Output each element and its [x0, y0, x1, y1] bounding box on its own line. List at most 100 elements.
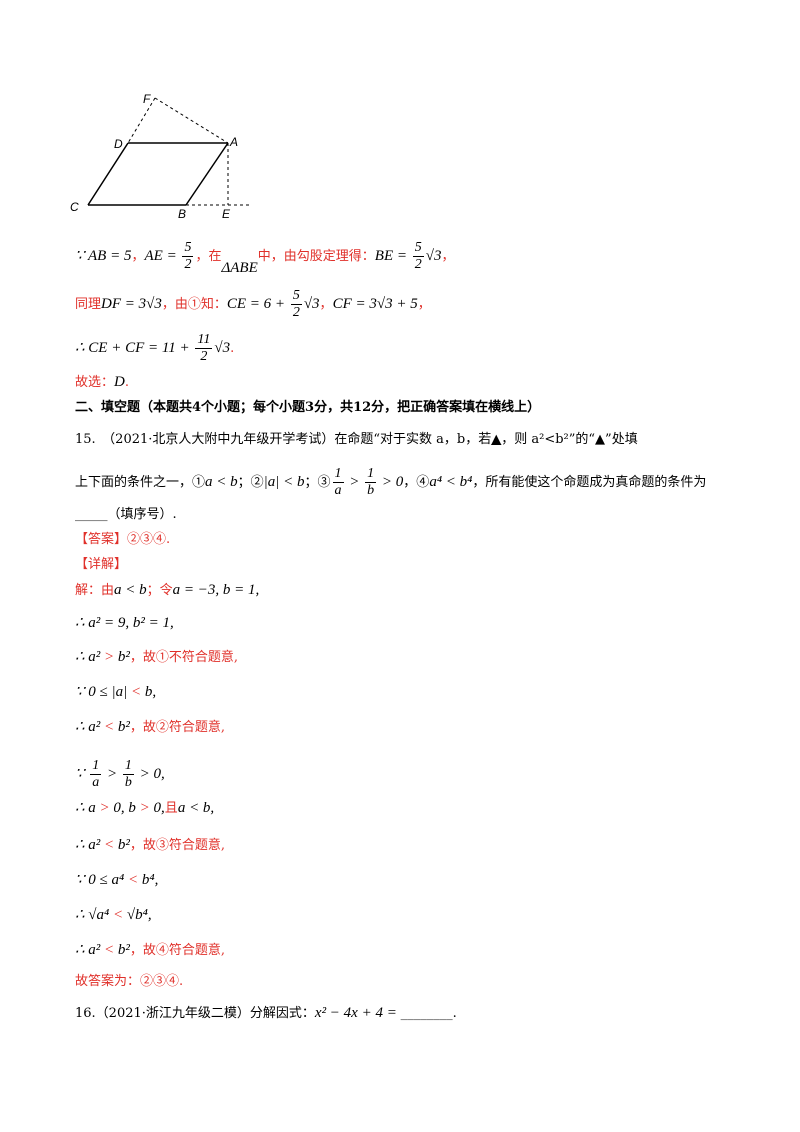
text: ，故②符合题意,: [129, 720, 226, 735]
text: √b⁴,: [126, 907, 152, 923]
answer: 【答案】②③④.: [75, 530, 170, 550]
text: ，在: [195, 249, 222, 264]
text: 上下面的条件之一，①: [75, 475, 206, 490]
text: ∵ 0 ≤ |a|: [75, 684, 128, 700]
text: b²: [117, 942, 130, 958]
text: x² − 4x + 4 =: [314, 1005, 401, 1021]
text: ∴ a²: [75, 837, 101, 853]
text: √3: [425, 248, 442, 264]
line: ∵ 0 ≤ a⁴ < b⁴,: [75, 870, 158, 891]
line: ∴ a² > b²，故①不符合题意,: [75, 647, 238, 668]
text: 2: [414, 257, 422, 272]
text: a < b: [114, 582, 147, 598]
text: 15. （2021·北京人大附中九年级开学考试）在命题“对于实数 a，b，若: [75, 432, 492, 447]
text: ∴ a²: [75, 649, 101, 665]
text: ∴ a: [75, 800, 96, 816]
line: ∴ a² < b²，故②符合题意,: [75, 717, 225, 738]
line: ∴ a > 0, b > 0,且a < b,: [75, 798, 214, 819]
text: <: [109, 907, 127, 923]
text: <: [124, 872, 142, 888]
text: ________.: [400, 1006, 457, 1021]
text: b: [124, 775, 132, 790]
text: 2: [292, 305, 300, 320]
text: ▲: [491, 432, 502, 447]
point-label: F: [143, 92, 151, 106]
line: ∵ 0 ≤ |a| < b,: [75, 682, 156, 703]
line: 故选：D.: [75, 372, 129, 393]
text: ΔABE: [221, 260, 258, 276]
text: b²: [117, 649, 130, 665]
text: <: [100, 719, 118, 735]
text: 解：由: [75, 583, 115, 598]
text: 1: [365, 466, 377, 483]
text: ，: [441, 249, 455, 264]
line: 解：由a < b；令a = −3, b = 1,: [75, 580, 259, 601]
text: ，由①知：: [161, 297, 227, 312]
text: ∴ √a⁴: [75, 907, 110, 923]
text: 0, b: [113, 800, 136, 816]
text: ，: [417, 297, 431, 312]
text: >: [135, 800, 154, 816]
text: a⁴ < b⁴: [429, 474, 473, 490]
line: _____（填序号）.: [75, 505, 177, 525]
text: >: [100, 649, 118, 665]
figure: F D A C B E: [70, 92, 252, 221]
text: b⁴,: [141, 872, 159, 888]
text: b,: [144, 684, 157, 700]
text: 0,: [153, 800, 165, 816]
text: a: [334, 483, 342, 498]
text: 5: [290, 288, 302, 305]
point-label: E: [222, 207, 231, 221]
text: ∴ a²: [75, 719, 101, 735]
line: ∴ CE + CF = 11 + 11 2 √3.: [75, 332, 234, 365]
text: b²: [117, 719, 130, 735]
detail-heading: 【详解】: [75, 555, 127, 575]
line: 15. （2021·北京人大附中九年级开学考试）在命题“对于实数 a，b，若▲，…: [75, 430, 638, 450]
text: >: [95, 800, 114, 816]
text: ∵ 0 ≤ a⁴: [75, 872, 125, 888]
text: <: [100, 942, 118, 958]
text: ∵: [75, 766, 89, 782]
line: 同理DF = 3√3，由①知：CE = 6 + 5 2 √3，CF = 3√3 + …: [75, 288, 431, 321]
text: 5: [412, 240, 424, 257]
text: .: [124, 375, 129, 390]
text: ，所有能使这个命题成为真命题的条件为: [472, 475, 707, 490]
text: 1: [90, 758, 102, 775]
text: ；③: [304, 475, 331, 490]
text: ；②: [237, 475, 264, 490]
text: <: [127, 684, 145, 700]
text: CE = 6 +: [226, 296, 289, 312]
section-heading: 二、填空题（本题共4个小题；每个小题3分，共12分，把正确答案填在横线上）: [75, 398, 540, 418]
line: 故答案为：②③④.: [75, 972, 183, 992]
text: BE =: [374, 248, 411, 264]
text: a = −3, b = 1,: [172, 582, 260, 598]
text: 中，由勾股定理得：: [257, 249, 375, 264]
text: D: [114, 374, 125, 390]
point-label: C: [70, 200, 79, 214]
text: >: [103, 766, 121, 782]
text: ，④: [403, 475, 430, 490]
text: ，故④符合题意,: [129, 943, 226, 958]
text: 【详解】: [75, 557, 128, 572]
text: （填序号）.: [107, 507, 177, 522]
line: ∴ a² < b²，故③符合题意,: [75, 835, 225, 856]
text: √3: [303, 296, 320, 312]
text: 1: [332, 466, 344, 483]
point-label: A: [229, 135, 238, 149]
text: 二、填空题（本题共4个小题；每个小题3分，共12分，把正确答案填在横线上）: [75, 400, 541, 415]
text: 2: [184, 257, 192, 272]
text: 故选：: [75, 375, 115, 390]
text: |a| < b: [263, 474, 305, 490]
text: <: [100, 837, 118, 853]
text: 1: [122, 758, 134, 775]
text: .: [230, 341, 235, 356]
text: a: [92, 775, 100, 790]
text: 同理: [75, 297, 102, 312]
text: DF = 3√3: [101, 296, 162, 312]
text: _____: [75, 507, 108, 522]
text: ，则 a²<b²”的“▲”处填: [501, 432, 638, 447]
text: AE =: [144, 248, 181, 264]
